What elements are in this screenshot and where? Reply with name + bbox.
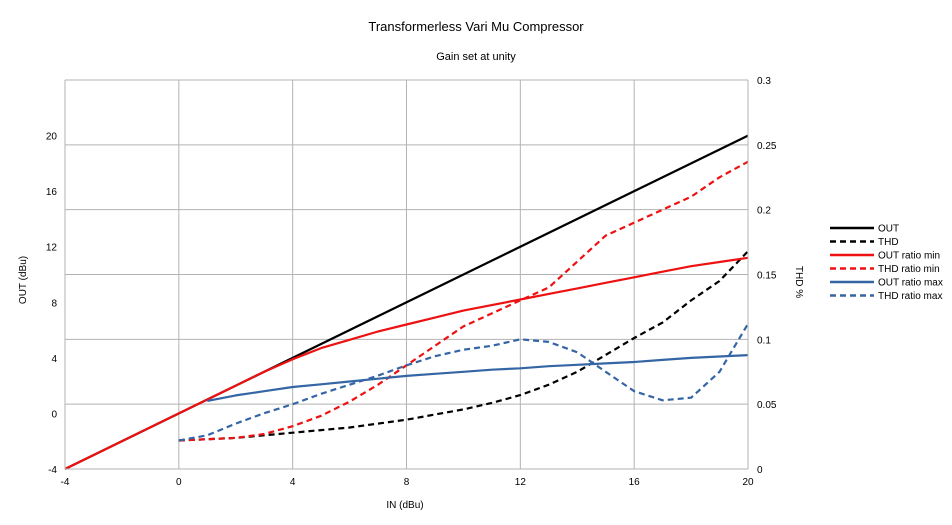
y2-tick-label: 0 <box>757 465 763 476</box>
legend-label-thd-ratio-min: THD ratio min <box>878 264 940 275</box>
y2-tick-label: 0.05 <box>757 400 777 411</box>
series-line-out-ratio-min <box>64 256 749 470</box>
axes: -4 0 4 8 12 16 20-404812162000.050.10.150.20.2… <box>46 76 777 488</box>
series-line-out-ratio-max <box>207 354 749 402</box>
x-tick-label: 20 <box>742 477 754 488</box>
legend-label-out: OUT <box>878 224 899 235</box>
y-tick-label: 0 <box>51 409 57 420</box>
y-axis-title: OUT (dBu) <box>18 256 29 304</box>
y2-tick-label: 0.3 <box>757 76 771 87</box>
series-line-thd-ratio-max <box>178 323 749 442</box>
legend: OUT THD OUT ratio min THD ratio min OUT rati… <box>830 224 943 302</box>
chart-subtitle: Gain set at unity <box>436 51 516 63</box>
legend-label-thd: THD <box>878 237 899 248</box>
legend-label-out-ratio-min: OUT ratio min <box>878 251 940 262</box>
y-tick-label: 20 <box>46 132 58 143</box>
y-tick-label: 16 <box>46 187 58 198</box>
y2-axis-title: THD % <box>793 266 804 298</box>
y2-tick-label: 0.1 <box>757 335 771 346</box>
legend-label-out-ratio-max: OUT ratio max <box>878 278 943 289</box>
y-tick-label: 8 <box>51 298 57 309</box>
y-tick-label: 12 <box>46 243 58 254</box>
y-tick-label: 4 <box>51 354 57 365</box>
y2-tick-label: 0.15 <box>757 271 777 282</box>
chart-title: Transformerless Vari Mu Compressor <box>368 19 584 34</box>
y-tick-label: -4 <box>48 465 57 476</box>
legend-label-thd-ratio-max: THD ratio max <box>878 291 942 302</box>
series-line-thd <box>178 250 749 442</box>
x-tick-label: 8 <box>404 477 410 488</box>
y2-tick-label: 0.25 <box>757 141 777 152</box>
series-line-thd-ratio-min <box>178 160 749 442</box>
x-axis-title: IN (dBu) <box>386 500 423 511</box>
x-tick-label: 16 <box>629 477 641 488</box>
x-tick-label: 4 <box>290 477 296 488</box>
y2-tick-label: 0.2 <box>757 206 771 217</box>
x-tick-label: 0 <box>176 477 182 488</box>
x-tick-label: 12 <box>515 477 527 488</box>
series-lines <box>64 134 749 470</box>
x-tick-label: -4 <box>61 477 70 488</box>
grid <box>64 79 749 470</box>
